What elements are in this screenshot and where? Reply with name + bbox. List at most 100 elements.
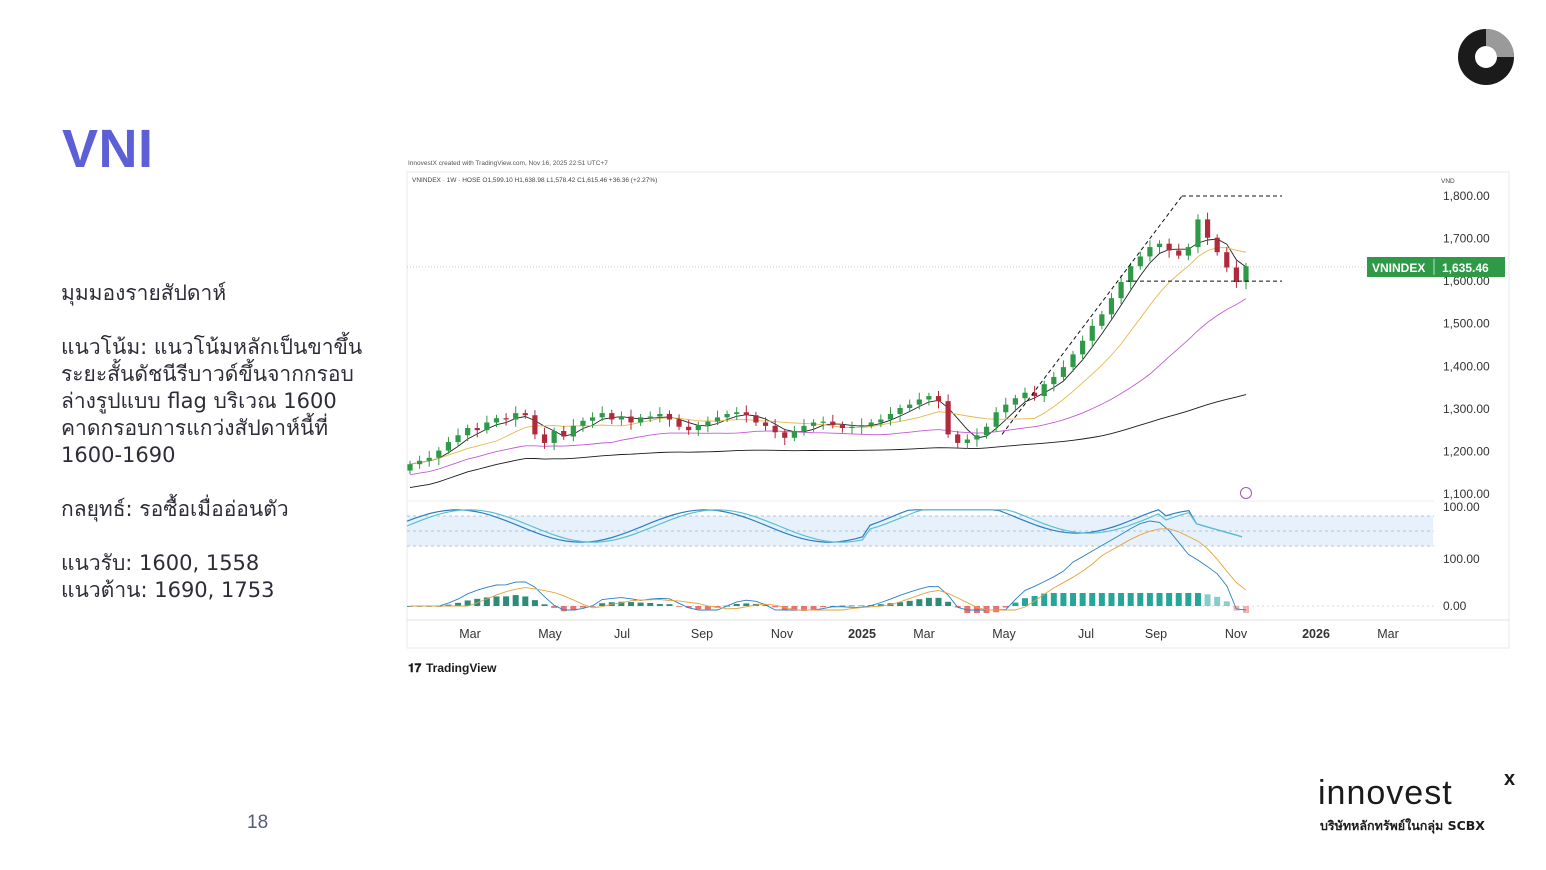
macd-histogram-bar [925, 597, 932, 606]
macd-panel: 100.00 0.00 [407, 520, 1480, 613]
macd-histogram-bar [1214, 596, 1221, 606]
candle-body [830, 421, 836, 426]
candle-body [657, 413, 663, 417]
candle-body [561, 430, 567, 437]
x-tick-label: May [538, 627, 562, 641]
x-tick-label: Mar [1377, 627, 1399, 641]
y-axis: 1,800.00 1,700.00 1,600.00 1,500.00 1,400.00… [1443, 189, 1490, 501]
candle-body [801, 425, 807, 431]
candle-body [791, 430, 797, 438]
candle-body [1137, 256, 1143, 267]
macd-histogram-bar [1127, 593, 1134, 606]
candle-body [1089, 325, 1095, 341]
macd-histogram-bar [628, 602, 635, 606]
candle-body [1243, 266, 1249, 282]
candle-body [436, 450, 442, 458]
stochastic-panel: 100.00 [406, 500, 1480, 547]
macd-histogram-bar [1060, 593, 1067, 606]
price-tag-label: VNINDEX [1372, 261, 1425, 275]
event-marker-icon [1240, 487, 1252, 499]
macd-histogram-bar [1089, 593, 1096, 606]
candle-body [974, 435, 980, 440]
macd-histogram-bar [733, 603, 740, 606]
tradingview-logo: 𝟏𝟕 TradingView [408, 661, 497, 675]
grid [407, 266, 1434, 502]
candle-body [647, 416, 653, 418]
y-tick-label: 1,700.00 [1443, 232, 1490, 246]
y-tick-label: 1,500.00 [1443, 317, 1490, 331]
candle-body [609, 413, 615, 420]
macd-histogram-bar [983, 606, 990, 613]
candle-body [551, 430, 557, 443]
macd-histogram-bar [849, 605, 856, 607]
macd-histogram-bar [579, 606, 586, 608]
trend-line: ระยะสั้นดัชนีรีบาวด์ขึ้นจากกรอบ [61, 362, 354, 386]
macd-histogram-bar [1012, 602, 1019, 606]
candle-body [1214, 237, 1220, 253]
moving-averages [409, 238, 1247, 489]
y-tick-label: 1,600.00 [1443, 274, 1490, 288]
macd-histogram-bar [1070, 593, 1077, 606]
macd-histogram-bar [1175, 593, 1182, 606]
candle-body [493, 418, 500, 423]
macd-histogram-bar [1108, 593, 1115, 606]
macd-histogram-bar [791, 606, 798, 611]
trend-line: แนวโน้ม: แนวโน้มหลักเป็นขาขึ้น [61, 335, 363, 359]
ma-mid-line [409, 247, 1247, 465]
candle-body [1070, 354, 1076, 368]
slide-title: VNI [62, 119, 154, 179]
macd-tick-label: 100.00 [1443, 552, 1480, 566]
commentary: มุมมองรายสัปดาห์ แนวโน้ม: แนวโน้มหลักเป็… [61, 280, 381, 604]
candle-body [1031, 392, 1038, 397]
candle-body [1060, 367, 1067, 377]
macd-histogram-bar [781, 606, 788, 610]
candle-body [926, 396, 932, 400]
ma-200-line [409, 394, 1247, 489]
candle-body [810, 422, 817, 426]
candle-body [868, 422, 874, 426]
macd-histogram-bar [1156, 593, 1163, 606]
macd-histogram-bar [906, 600, 913, 606]
macd-histogram-bar [1223, 601, 1230, 606]
price-tag: VNINDEX 1,635.46 [1367, 257, 1505, 277]
tradingview-label: TradingView [426, 661, 497, 675]
candle-body [589, 417, 596, 421]
macd-histogram-bar [551, 606, 558, 608]
macd-histogram-bar [916, 599, 923, 606]
macd-histogram-bar [973, 606, 980, 613]
macd-histogram-bar [1185, 593, 1192, 606]
candle-body [1224, 252, 1230, 268]
macd-histogram-bar [945, 601, 952, 606]
candle-body [522, 413, 528, 416]
x-tick-label: 2025 [848, 627, 876, 641]
macd-tick-label: 0.00 [1443, 599, 1467, 613]
macd-histogram-bar [1021, 598, 1028, 606]
candle-body [753, 415, 759, 423]
macd-histogram-bar [800, 606, 807, 611]
signal-line [410, 528, 1247, 611]
macd-histogram-bar [1204, 594, 1211, 606]
candle-body [465, 428, 471, 436]
macd-line [410, 520, 1247, 611]
x-tick-label: Sep [1145, 627, 1167, 641]
y-tick-label: 1,200.00 [1443, 444, 1490, 458]
macd-histogram-bar [820, 606, 827, 608]
candle-body [426, 457, 432, 461]
candle-body [474, 428, 480, 431]
candle-body [983, 426, 990, 436]
x-tick-label: Mar [459, 627, 481, 641]
candle-body [599, 413, 605, 418]
candle-body [1233, 267, 1239, 282]
candle-body [1156, 243, 1163, 248]
macd-histogram-bar [618, 601, 625, 606]
macd-histogram-bar [570, 606, 577, 611]
y-tick-label: 1,100.00 [1443, 487, 1490, 501]
x-tick-label: Jul [614, 627, 630, 641]
candle-body [705, 421, 711, 426]
ma-short-line [409, 238, 1247, 465]
macd-histogram-bar [858, 605, 865, 607]
candle-body [897, 408, 903, 414]
macd-histogram-bar [656, 604, 663, 606]
macd-histogram-bar [531, 600, 538, 606]
candle-body [1051, 376, 1057, 385]
